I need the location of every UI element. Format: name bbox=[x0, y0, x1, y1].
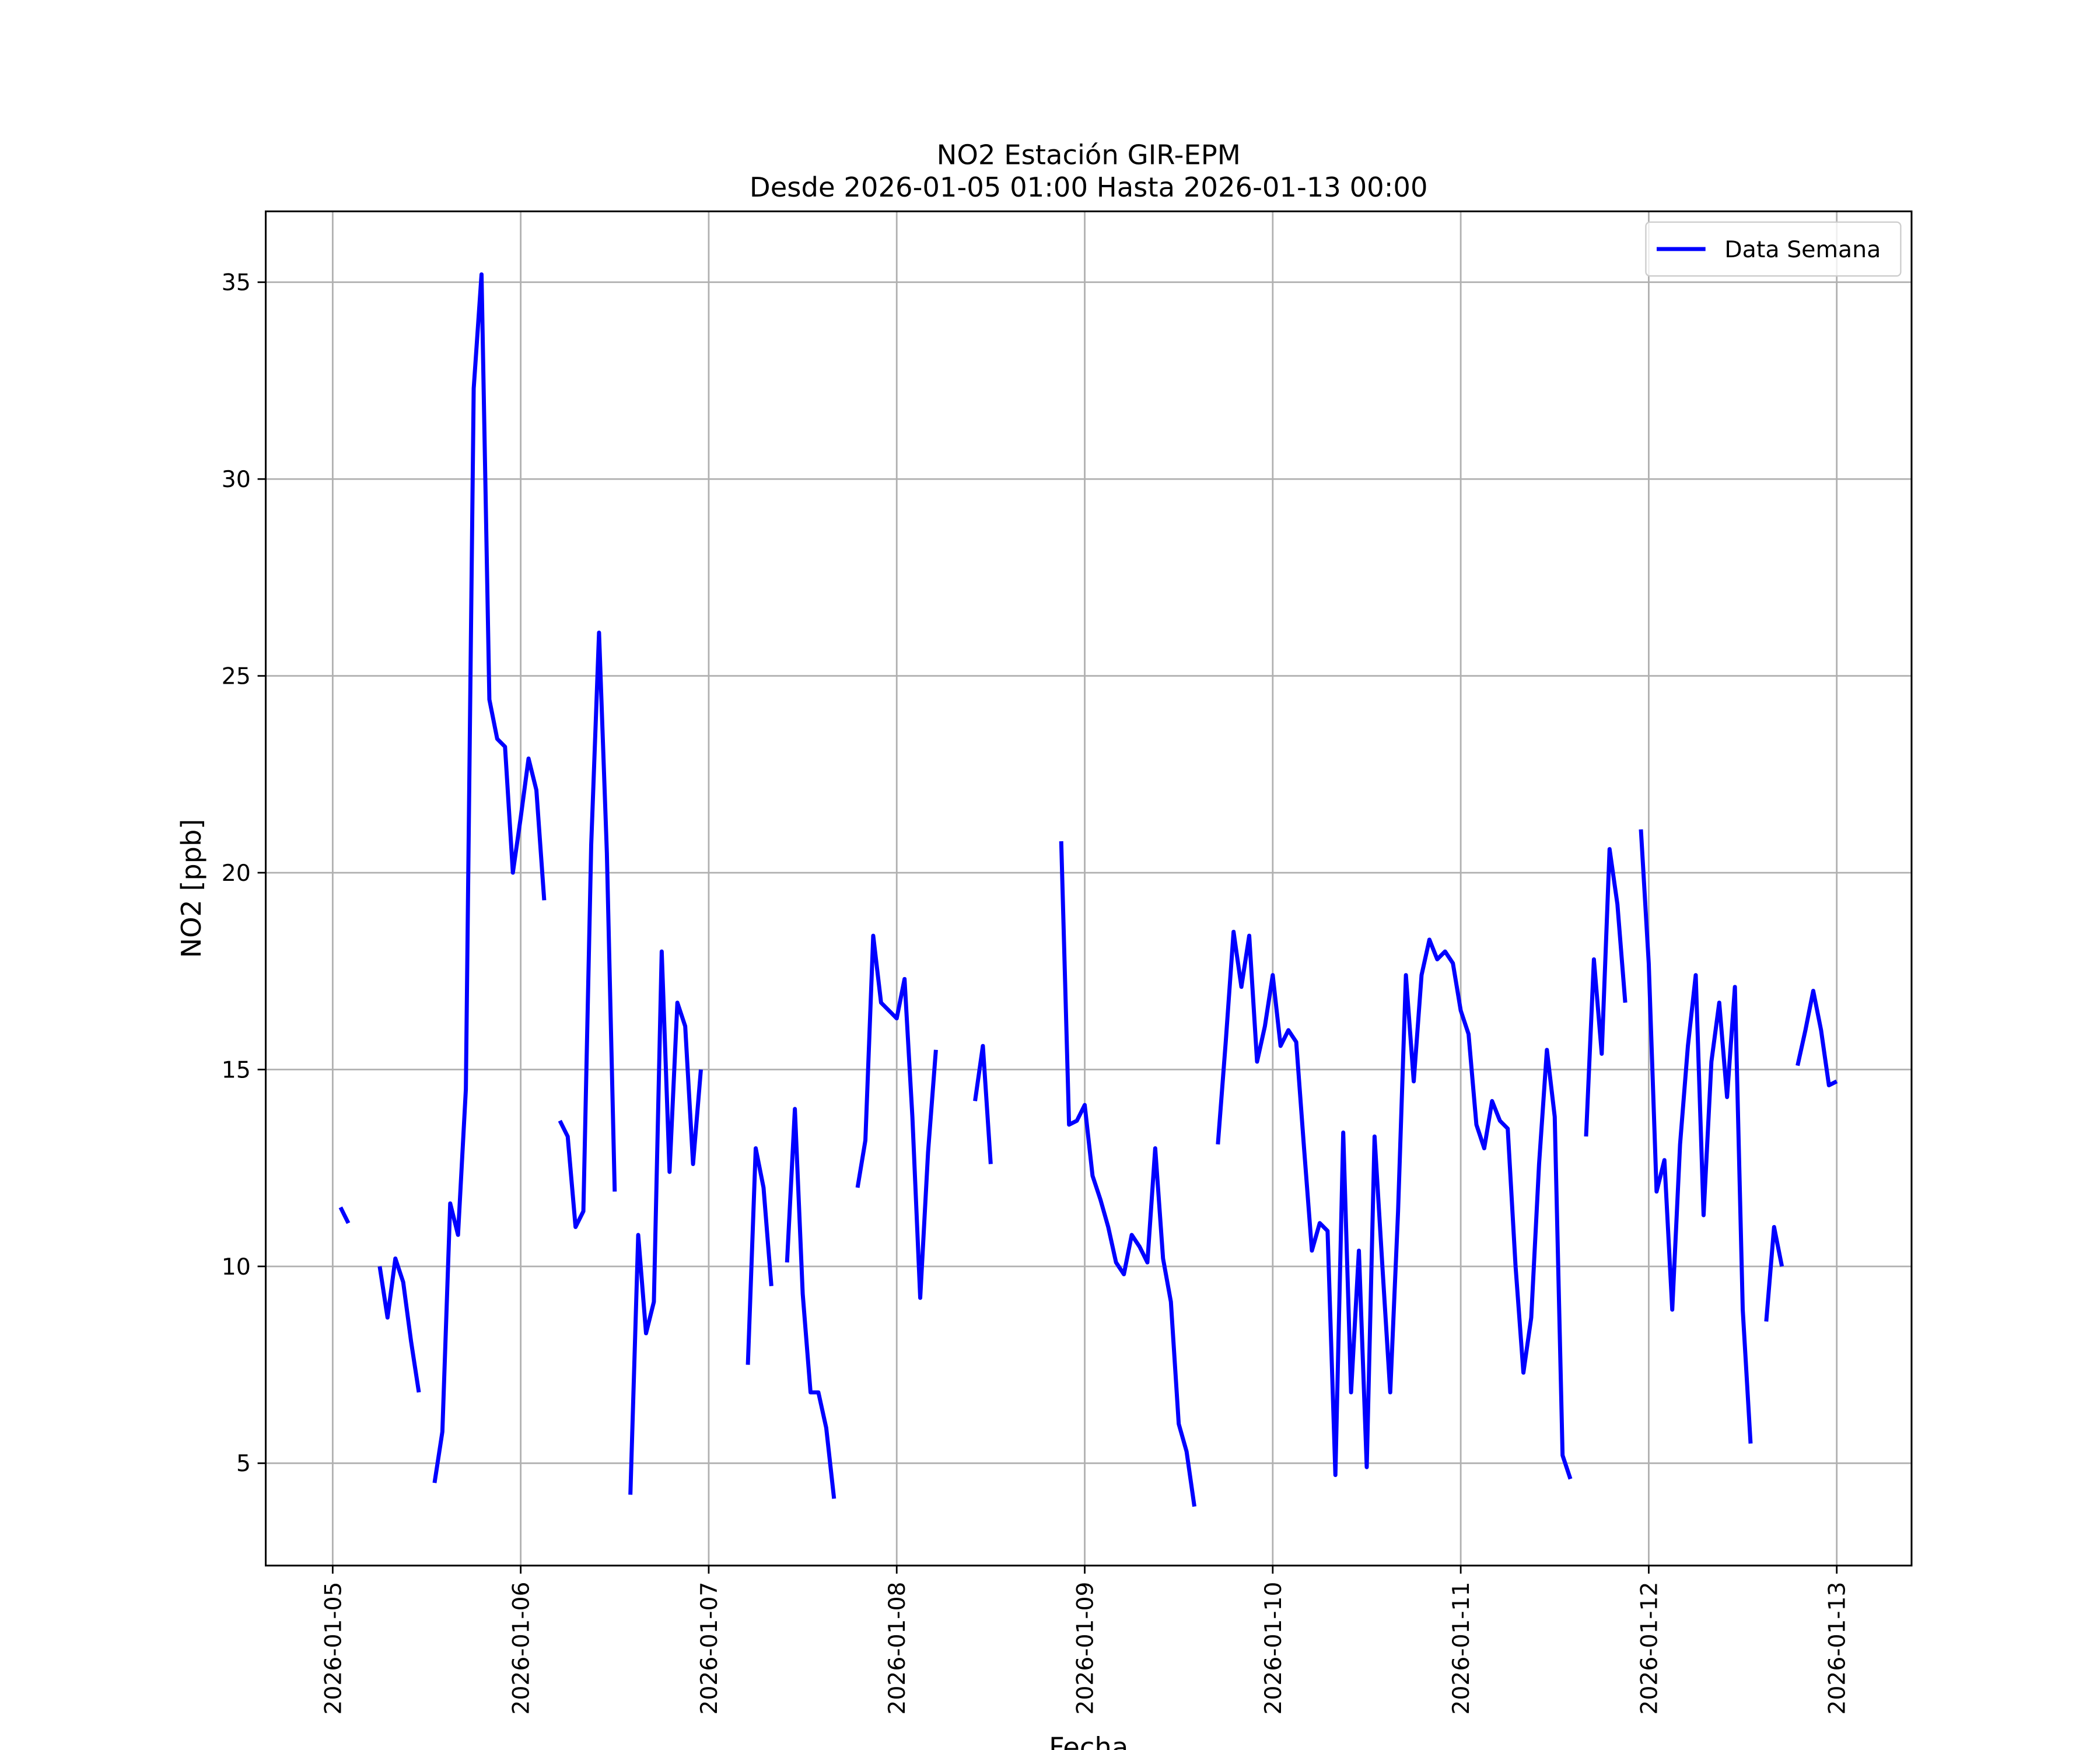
y-tick-label: 25 bbox=[222, 663, 251, 690]
y-tick-label: 10 bbox=[222, 1254, 251, 1280]
ticks: 5 10 15 20 25 30 35 2026-01-05 2026-01-06 2026-01… bbox=[222, 270, 1851, 1715]
x-tick-label: 2026-01-09 bbox=[1072, 1582, 1098, 1715]
y-tick-label: 30 bbox=[222, 466, 251, 493]
x-tick-label: 2026-01-12 bbox=[1636, 1582, 1662, 1715]
x-tick-label: 2026-01-11 bbox=[1448, 1582, 1475, 1715]
x-axis-label: Fecha bbox=[1049, 1732, 1128, 1750]
grid bbox=[265, 211, 1912, 1566]
data-line bbox=[338, 272, 1838, 1507]
y-axis-label: NO2 [ppb] bbox=[176, 819, 207, 958]
x-tick-label: 2026-01-05 bbox=[320, 1582, 346, 1715]
legend-label: Data Semana bbox=[1724, 236, 1881, 263]
chart-title: NO2 Estación GIR-EPM bbox=[937, 139, 1241, 171]
x-tick-label: 2026-01-07 bbox=[696, 1582, 723, 1715]
legend: Data Semana bbox=[1645, 221, 1902, 277]
y-tick-label: 20 bbox=[222, 860, 251, 887]
x-tick-label: 2026-01-06 bbox=[508, 1582, 534, 1715]
y-tick-label: 15 bbox=[222, 1056, 251, 1083]
axes-frame bbox=[265, 210, 1913, 1567]
y-tick-label: 35 bbox=[222, 270, 251, 296]
x-tick-label: 2026-01-10 bbox=[1260, 1582, 1287, 1715]
legend-box bbox=[1645, 221, 1902, 277]
x-tick-label: 2026-01-13 bbox=[1824, 1582, 1851, 1715]
x-tick-label: 2026-01-08 bbox=[884, 1582, 911, 1715]
plot-area bbox=[338, 272, 1838, 1507]
chart-subtitle: Desde 2026-01-05 01:00 Hasta 2026-01-13 … bbox=[750, 172, 1428, 203]
y-tick-label: 5 bbox=[236, 1450, 251, 1477]
